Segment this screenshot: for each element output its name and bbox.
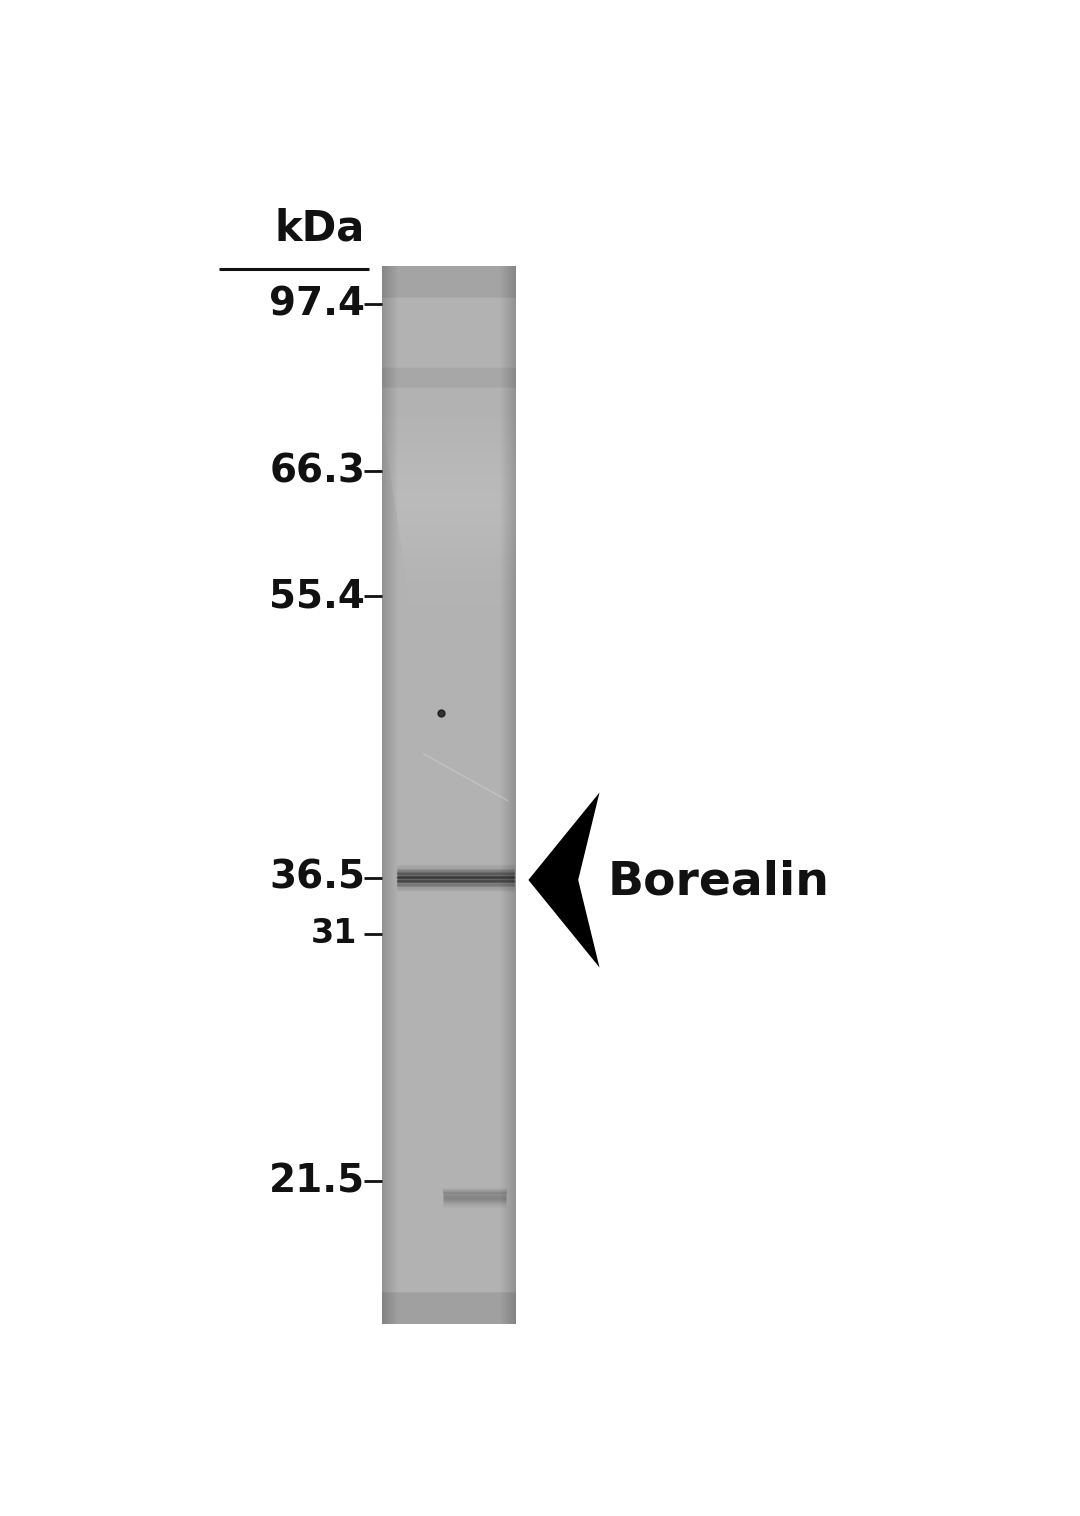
Polygon shape (528, 793, 599, 967)
Text: Borealin: Borealin (608, 860, 829, 905)
Text: 55.4: 55.4 (269, 578, 365, 615)
Text: kDa: kDa (275, 208, 365, 250)
Text: 36.5: 36.5 (269, 858, 365, 896)
Text: 21.5: 21.5 (269, 1163, 365, 1201)
Text: 66.3: 66.3 (269, 452, 365, 490)
Text: 31: 31 (310, 917, 356, 951)
Text: 97.4: 97.4 (269, 285, 365, 323)
